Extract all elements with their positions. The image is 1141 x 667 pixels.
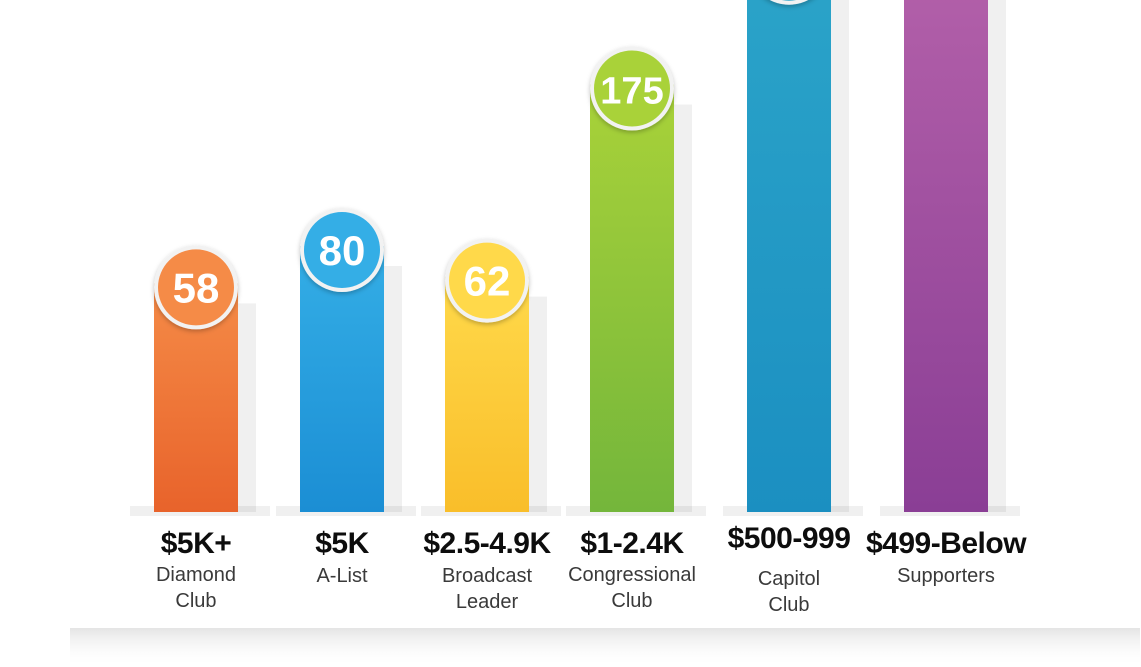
tier-amount-label-4: $1-2.4K (580, 527, 684, 560)
bar-side-shadow (380, 266, 402, 512)
value-badge (158, 249, 234, 326)
bar-side-shadow (525, 296, 547, 512)
tier-group-label-5: Capitol Club (757, 568, 821, 616)
tier-group-label-4: Congressional Club (568, 564, 696, 612)
tier-amount-label-3: $2.5-4.9K (423, 527, 551, 560)
tier-amount-label-6: $499-Below (865, 527, 1027, 560)
bar (904, 0, 988, 512)
bar-value-label: 175 (600, 71, 663, 113)
bar (590, 84, 674, 512)
bar-value-label: 80 (319, 227, 366, 274)
bar-side-shadow (984, 0, 1006, 512)
value-badge-ring (769, 0, 809, 5)
value-badge (594, 50, 670, 127)
tier-group-label-3: Broadcast Leader (441, 565, 533, 613)
bar-side-shadow (234, 303, 256, 512)
bar-value-label: 58 (173, 264, 220, 311)
value-badge (304, 212, 380, 288)
bar-side-shadow (670, 104, 692, 512)
value-badge (449, 242, 525, 319)
tier-amount-label-2: $5K (315, 527, 369, 560)
floor-shadow (70, 628, 1140, 667)
tier-group-label-1: Diamond Club (155, 564, 237, 612)
value-badge (781, 0, 797, 1)
tier-amount-label-1: $5K+ (160, 527, 232, 560)
bar-value-label: 62 (464, 258, 511, 305)
tier-amount-label-5: $500-999 (727, 522, 851, 555)
tier-group-label-2: A-List (316, 565, 368, 587)
bar-side-shadow (827, 0, 849, 512)
bar (747, 0, 831, 512)
tier-group-label-6: Supporters (897, 565, 995, 587)
